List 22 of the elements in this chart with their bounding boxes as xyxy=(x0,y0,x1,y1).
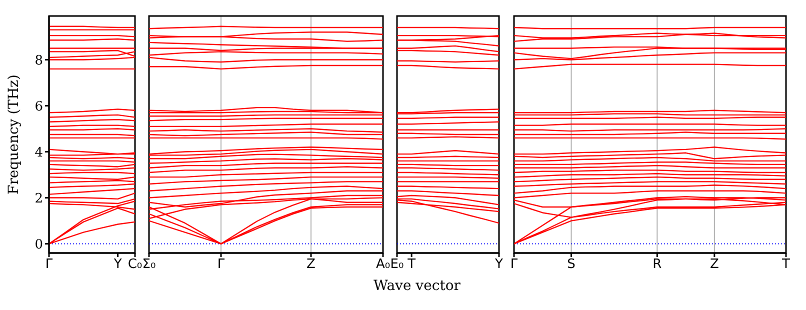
x-tick-label: A₀ xyxy=(376,257,390,272)
y-tick-label: 2 xyxy=(34,191,43,206)
x-tick-label: Z xyxy=(710,257,719,272)
x-tick-label: T xyxy=(781,257,790,272)
x-tick-label: R xyxy=(652,257,662,272)
x-tick-label: Σ₀ xyxy=(142,257,156,272)
y-tick-label: 4 xyxy=(34,145,43,160)
x-tick-label: Y xyxy=(112,257,122,272)
y-tick-label: 0 xyxy=(34,237,43,252)
y-tick-label: 6 xyxy=(34,99,43,114)
x-tick-label: Γ xyxy=(217,257,226,272)
x-axis-title: Wave vector xyxy=(372,278,462,294)
y-axis-title: Frequency (THz) xyxy=(6,74,22,195)
y-tick-label: 8 xyxy=(34,53,43,68)
x-tick-label: Y xyxy=(494,257,504,272)
x-tick-label: S xyxy=(567,257,576,272)
x-tick-label: Z xyxy=(306,257,316,272)
x-tick-label: Γ xyxy=(510,257,518,272)
x-tick-label: C₀ xyxy=(128,257,142,272)
x-tick-label: T xyxy=(406,257,416,272)
x-tick-label: Γ xyxy=(45,257,54,272)
x-tick-label: E₀ xyxy=(390,257,404,272)
